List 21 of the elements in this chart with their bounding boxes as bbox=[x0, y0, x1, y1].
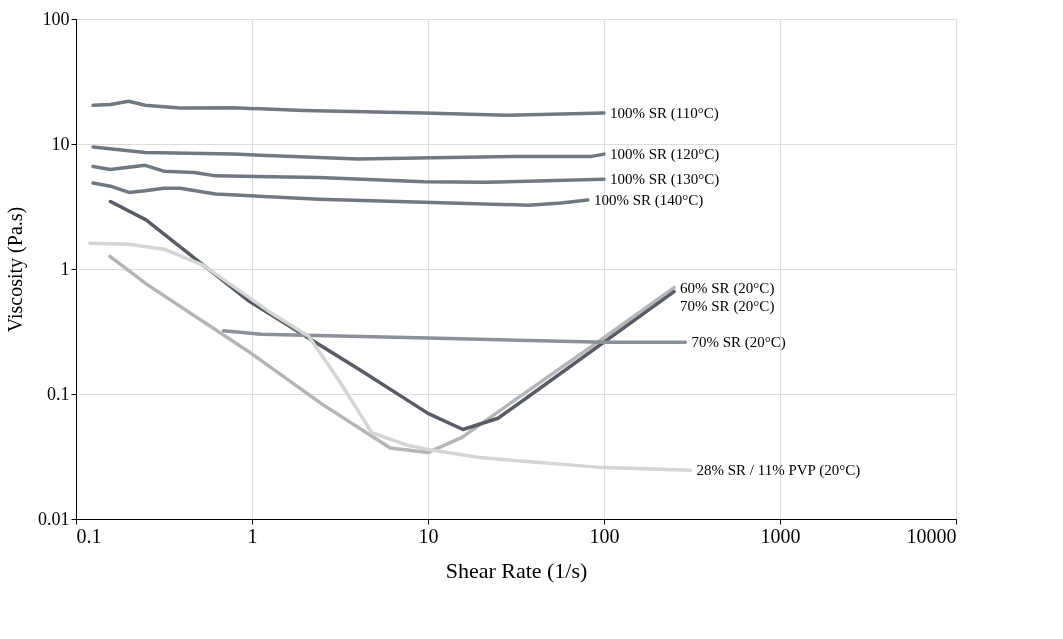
x-tick-label: 10000 bbox=[906, 524, 957, 547]
y-axis-title: Viscosity (Pa.s) bbox=[4, 206, 27, 333]
x-tick-label: 100 bbox=[589, 524, 620, 547]
x-tick-label: 10 bbox=[418, 524, 439, 547]
y-tick-label: 0.01 bbox=[38, 508, 70, 529]
y-tick-label: 1 bbox=[60, 258, 70, 279]
series-label: 70% SR (20°C) bbox=[680, 297, 775, 315]
y-tick-label: 10 bbox=[51, 133, 70, 154]
series-label: 100% SR (110°C) bbox=[610, 105, 719, 122]
x-tick-label: 1000 bbox=[760, 524, 801, 547]
x-tick-label: 1 bbox=[247, 524, 258, 547]
series-label: 70% SR (20°C) bbox=[691, 334, 786, 352]
series-label: 100% SR (140°C) bbox=[593, 192, 704, 210]
y-tick-label: 0.1 bbox=[47, 383, 70, 404]
y-tick-label: 100 bbox=[42, 8, 70, 29]
x-axis-title: Shear Rate (1/s) bbox=[445, 557, 588, 583]
series-label: 100% SR (120°C) bbox=[610, 146, 720, 164]
series-label: 28% SR / 11% PVP (20°C) bbox=[696, 462, 861, 480]
series-label: 100% SR (130°C) bbox=[610, 171, 720, 189]
x-tick-label: 0.1 bbox=[76, 524, 102, 547]
series-label: 60% SR (20°C) bbox=[680, 279, 775, 297]
